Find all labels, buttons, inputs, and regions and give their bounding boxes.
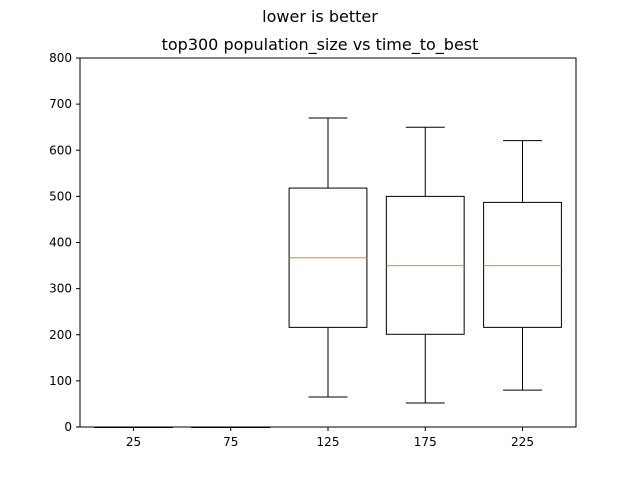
x-tick-label-125: 125 [317, 435, 340, 449]
chart-suptitle: lower is better [262, 7, 378, 26]
x-tick-label-25: 25 [126, 435, 141, 449]
y-tick-label-200: 200 [49, 328, 72, 342]
x-tick-label-75: 75 [223, 435, 238, 449]
y-tick-label-800: 800 [49, 51, 72, 65]
y-tick-label-500: 500 [49, 189, 72, 203]
x-tick-label-175: 175 [414, 435, 437, 449]
chart-title: top300 population_size vs time_to_best [161, 35, 479, 54]
box-225-iqr-box [483, 201, 562, 328]
y-tick-label-0: 0 [64, 420, 72, 434]
y-tick-label-700: 700 [49, 97, 72, 111]
y-tick-label-600: 600 [49, 143, 72, 157]
x-tick-label-225: 225 [511, 435, 534, 449]
y-tick-label-400: 400 [49, 236, 72, 250]
y-tick-label-100: 100 [49, 374, 72, 388]
y-tick-label-300: 300 [49, 282, 72, 296]
